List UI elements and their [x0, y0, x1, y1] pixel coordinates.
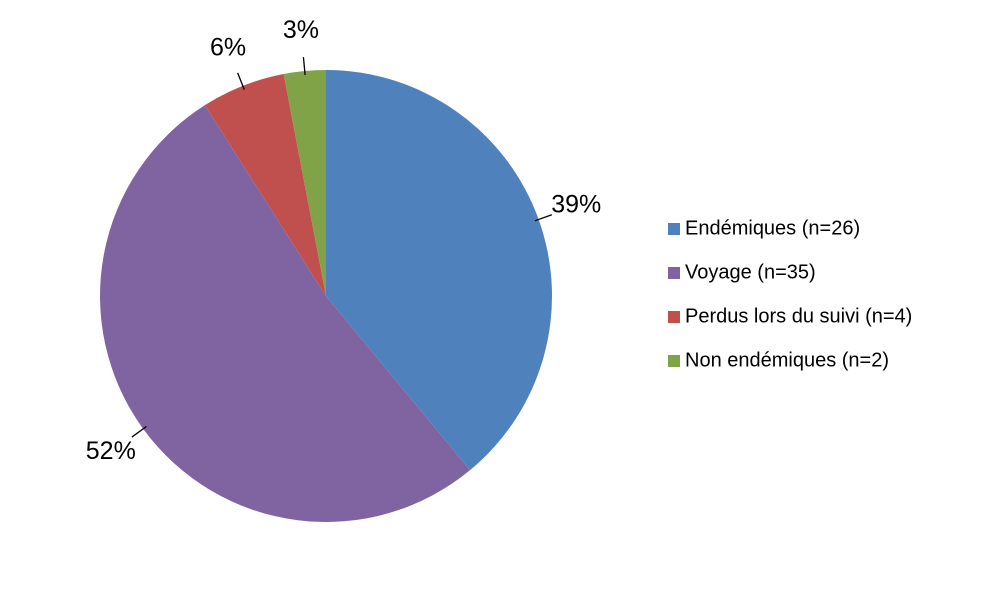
leader-line [131, 425, 147, 438]
legend-label: Endémiques (n=26) [685, 217, 860, 239]
legend-label: Perdus lors du suivi (n=4) [685, 305, 912, 327]
leader-line [302, 57, 306, 76]
legend-label: Non endémiques (n=2) [685, 349, 889, 371]
data-label: 3% [283, 16, 319, 44]
pie-slice [283, 70, 326, 296]
pie-slice [326, 70, 553, 471]
legend-swatch [668, 311, 680, 323]
legend-swatch [668, 355, 680, 367]
data-label: 39% [551, 191, 601, 219]
leader-line [534, 214, 553, 222]
legend-label: Voyage (n=35) [685, 261, 816, 283]
legend-swatch [668, 267, 680, 279]
data-label: 52% [86, 437, 136, 465]
data-label: 6% [210, 33, 246, 61]
legend-swatch [668, 223, 680, 235]
pie-slice [99, 105, 471, 523]
leader-line [237, 72, 245, 90]
pie-slice [204, 74, 326, 296]
